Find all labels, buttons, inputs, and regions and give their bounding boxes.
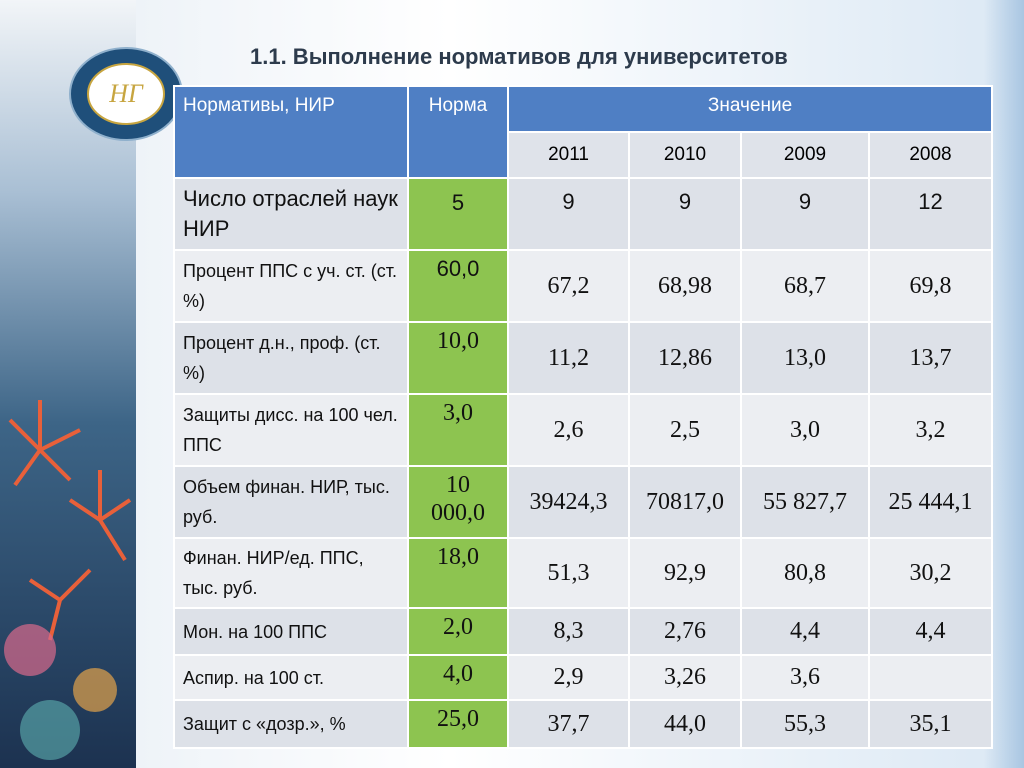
norm-cell: 10,0 xyxy=(407,321,509,395)
table-row: Процент ППС с уч. ст. (ст. %) 60,0 67,2 68,… xyxy=(173,249,994,323)
value-cell: 11,2 xyxy=(507,321,630,395)
value-cell: 13,0 xyxy=(740,321,870,395)
row-label: Аспир. на 100 ст. xyxy=(173,654,409,701)
value-cell: 68,98 xyxy=(628,249,742,323)
logo: НГ xyxy=(69,47,183,141)
norm-cell: 60,0 xyxy=(407,249,509,323)
value-cell: 12,86 xyxy=(628,321,742,395)
table-row: Число отраслей наук НИР 5 9 9 9 12 xyxy=(173,177,994,251)
value-cell: 12 xyxy=(867,177,994,251)
value-cell: 44,0 xyxy=(628,699,742,749)
value-cell: 55 827,7 xyxy=(740,465,870,539)
year-cell: 2009 xyxy=(740,131,870,179)
row-label: Финан. НИР/ед. ППС, тыс. руб. xyxy=(173,537,409,609)
value-cell: 3,2 xyxy=(867,393,994,467)
value-cell: 4,4 xyxy=(867,607,994,656)
value-cell: 9 xyxy=(507,177,630,251)
value-cell: 25 444,1 xyxy=(867,465,994,539)
flowers xyxy=(4,400,132,760)
value-cell: 2,6 xyxy=(507,393,630,467)
svg-text:НГ: НГ xyxy=(108,79,144,108)
norm-cell: 5 xyxy=(407,177,509,251)
norm-cell: 2,0 xyxy=(407,607,509,656)
value-cell: 70817,0 xyxy=(628,465,742,539)
value-cell: 2,76 xyxy=(628,607,742,656)
value-cell: 8,3 xyxy=(507,607,630,656)
value-cell: 92,9 xyxy=(628,537,742,609)
value-cell: 9 xyxy=(628,177,742,251)
value-cell: 30,2 xyxy=(867,537,994,609)
year-cell: 2010 xyxy=(628,131,742,179)
value-cell: 3,6 xyxy=(740,654,870,701)
norm-cell: 25,0 xyxy=(407,699,509,749)
value-cell: 69,8 xyxy=(867,249,994,323)
value-cell: 2,5 xyxy=(628,393,742,467)
value-cell: 9 xyxy=(740,177,870,251)
norm-cell: 18,0 xyxy=(407,537,509,609)
row-label: Процент д.н., проф. (ст. %) xyxy=(173,321,409,395)
year-cell: 2008 xyxy=(867,131,994,179)
table-row: Защит с «дозр.», % 25,0 37,7 44,0 55,3 35,1 xyxy=(173,699,994,749)
table-row: Объем финан. НИР, тыс. руб. 10 000,0 39424… xyxy=(173,465,994,539)
header-label: Нормативы, НИР xyxy=(173,85,409,179)
row-label: Объем финан. НИР, тыс. руб. xyxy=(173,465,409,539)
table-row: Аспир. на 100 ст. 4,0 2,9 3,26 3,6 xyxy=(173,654,994,701)
value-cell: 3,0 xyxy=(740,393,870,467)
row-label: Процент ППС с уч. ст. (ст. %) xyxy=(173,249,409,323)
value-cell: 80,8 xyxy=(740,537,870,609)
norm-cell: 3,0 xyxy=(407,393,509,467)
row-label: Мон. на 100 ППС xyxy=(173,607,409,656)
table-row: Защиты дисс. на 100 чел. ППС 3,0 2,6 2,5 3,0… xyxy=(173,393,994,467)
year-cell: 2011 xyxy=(507,131,630,179)
value-cell: 68,7 xyxy=(740,249,870,323)
value-cell: 51,3 xyxy=(507,537,630,609)
value-cell xyxy=(867,654,994,701)
value-cell: 35,1 xyxy=(867,699,994,749)
table-row: Финан. НИР/ед. ППС, тыс. руб. 18,0 51,3 92,… xyxy=(173,537,994,609)
table-row: Мон. на 100 ППС 2,0 8,3 2,76 4,4 4,4 xyxy=(173,607,994,656)
value-cell: 37,7 xyxy=(507,699,630,749)
row-label: Защит с «дозр.», % xyxy=(173,699,409,749)
value-cell: 55,3 xyxy=(740,699,870,749)
norm-cell: 4,0 xyxy=(407,654,509,701)
value-cell: 4,4 xyxy=(740,607,870,656)
title: 1.1. Выполнение нормативов для университ… xyxy=(250,44,788,69)
header-norm: Норма xyxy=(407,85,509,179)
row-label: Число отраслей наук НИР xyxy=(173,177,409,251)
value-cell: 2,9 xyxy=(507,654,630,701)
table-row: Процент д.н., проф. (ст. %) 10,0 11,2 12,86… xyxy=(173,321,994,395)
value-cell: 3,26 xyxy=(628,654,742,701)
value-cell: 39424,3 xyxy=(507,465,630,539)
norm-cell: 10 000,0 xyxy=(407,465,509,539)
table: Нормативы, НИР Норма Значение 2011 2010 20… xyxy=(173,85,994,749)
row-label: Защиты дисс. на 100 чел. ППС xyxy=(173,393,409,467)
value-cell: 67,2 xyxy=(507,249,630,323)
value-cell: 13,7 xyxy=(867,321,994,395)
header-values: Значение xyxy=(506,85,994,133)
